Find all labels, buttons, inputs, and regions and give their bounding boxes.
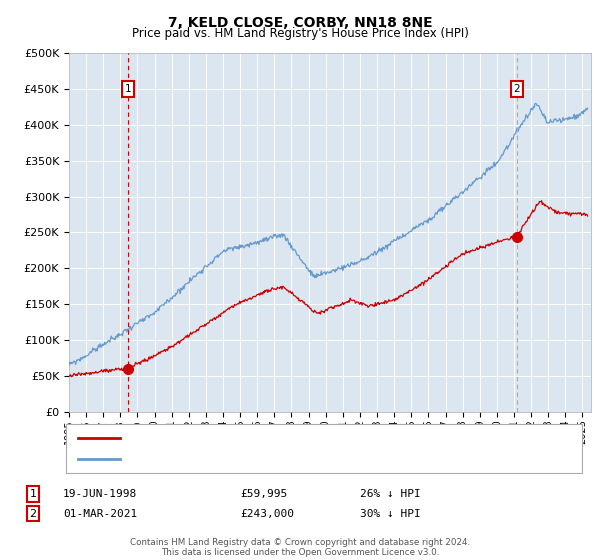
Text: Price paid vs. HM Land Registry's House Price Index (HPI): Price paid vs. HM Land Registry's House … — [131, 27, 469, 40]
Text: 7, KELD CLOSE, CORBY, NN18 8NE (detached house): 7, KELD CLOSE, CORBY, NN18 8NE (detached… — [129, 433, 417, 443]
Text: 19-JUN-1998: 19-JUN-1998 — [63, 489, 137, 499]
Text: Contains HM Land Registry data © Crown copyright and database right 2024.
This d: Contains HM Land Registry data © Crown c… — [130, 538, 470, 557]
Text: £59,995: £59,995 — [240, 489, 287, 499]
Text: 30% ↓ HPI: 30% ↓ HPI — [360, 508, 421, 519]
Text: HPI: Average price, detached house, North Northamptonshire: HPI: Average price, detached house, Nort… — [129, 454, 465, 464]
Text: 7, KELD CLOSE, CORBY, NN18 8NE: 7, KELD CLOSE, CORBY, NN18 8NE — [167, 16, 433, 30]
Text: 01-MAR-2021: 01-MAR-2021 — [63, 508, 137, 519]
Text: 1: 1 — [29, 489, 37, 499]
Text: 1: 1 — [125, 84, 132, 94]
Text: £243,000: £243,000 — [240, 508, 294, 519]
Text: 26% ↓ HPI: 26% ↓ HPI — [360, 489, 421, 499]
Text: 2: 2 — [514, 84, 520, 94]
Text: 2: 2 — [29, 508, 37, 519]
